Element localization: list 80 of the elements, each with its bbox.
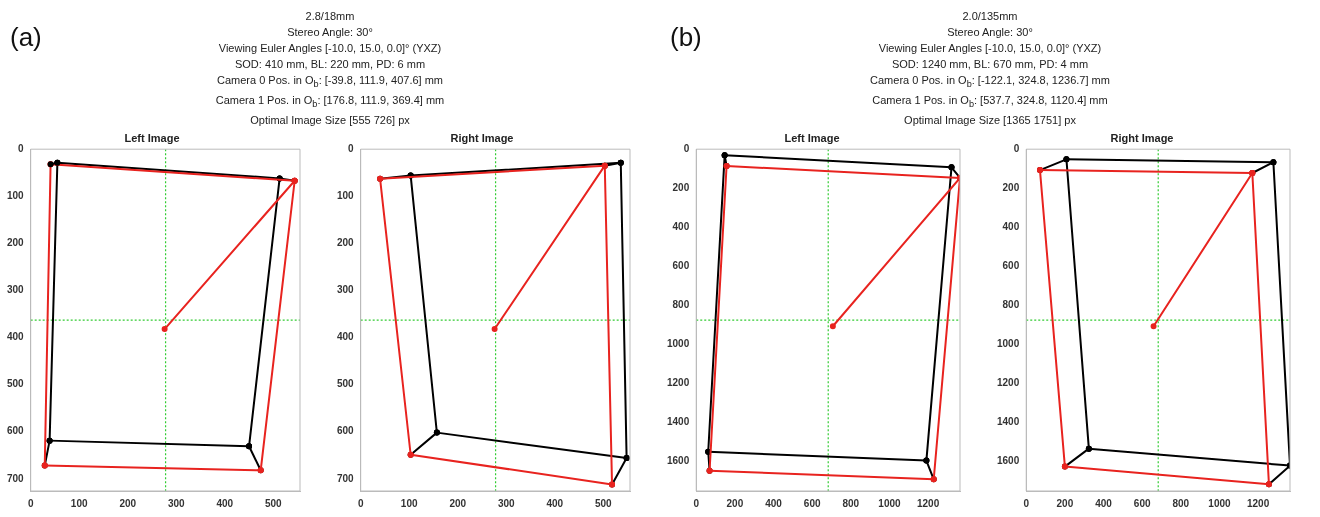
- x-tick-label: 100: [400, 497, 418, 509]
- y-tick-label: 0: [1013, 142, 1020, 154]
- y-tick-label: 600: [672, 260, 690, 272]
- text: Camera 0 Pos. in O$_{b}$: [-39.8, 111.9, 407.6] mm: [216, 73, 444, 92]
- x-tick-label: 0: [27, 497, 34, 509]
- y-tick-label: 800: [1002, 299, 1020, 311]
- x-tick-label: 300: [497, 497, 516, 509]
- text: Stereo Angle: 30°: [947, 26, 1033, 38]
- y-tick-label: 1200: [667, 377, 690, 389]
- text: 2.0/135mm: [962, 10, 1018, 22]
- y-tick-label: 100: [7, 190, 25, 202]
- x-tick-label: 200: [726, 497, 744, 509]
- y-tick-label: 1600: [997, 455, 1020, 467]
- y-tick-label: 700: [7, 472, 25, 484]
- chart-title: Left Image: [784, 131, 840, 144]
- chart-title: Right Image: [1110, 131, 1174, 144]
- text: Optimal Image Size [1365 1751] px: [903, 113, 1077, 129]
- y-tick-label: 200: [672, 181, 690, 193]
- chart-title: Right Image: [450, 131, 514, 144]
- y-tick-label: 1400: [667, 416, 690, 428]
- x-tick-label: 1200: [916, 497, 940, 509]
- x-tick-label: 400: [216, 497, 234, 509]
- y-tick-label: 1000: [667, 338, 690, 350]
- y-tick-label: 400: [7, 331, 25, 343]
- x-tick-label: 800: [1172, 497, 1190, 509]
- y-tick-label: 400: [672, 221, 690, 233]
- y-tick-label: 400: [337, 331, 355, 343]
- text: SOD: 1240 mm, BL: 670 mm, PD: 4 mm: [890, 57, 1090, 72]
- text: (a): [10, 22, 42, 53]
- y-tick-label: 800: [672, 299, 690, 311]
- x-tick-label: 1000: [878, 497, 902, 509]
- x-tick-label: 0: [1023, 497, 1030, 509]
- text: SOD: 410 mm, BL: 220 mm, PD: 6 mm: [233, 57, 427, 72]
- x-tick-label: 500: [264, 497, 283, 509]
- y-tick-label: 400: [1002, 221, 1020, 233]
- y-tick-label: 1200: [997, 377, 1020, 389]
- x-tick-label: 800: [842, 497, 860, 509]
- x-tick-label: 0: [357, 497, 364, 509]
- x-tick-label: 1200: [1246, 497, 1270, 509]
- y-tick-label: 0: [683, 142, 690, 154]
- y-tick-label: 600: [337, 425, 355, 437]
- y-tick-label: 600: [7, 425, 25, 437]
- y-tick-label: 500: [7, 378, 25, 390]
- y-tick-label: 1400: [997, 416, 1020, 428]
- y-tick-label: 300: [337, 284, 355, 296]
- x-tick-label: 500: [594, 497, 613, 509]
- x-tick-label: 200: [1056, 497, 1074, 509]
- x-tick-label: 600: [1133, 497, 1151, 509]
- text: 2.8/18mm: [305, 10, 355, 22]
- y-tick-label: 100: [337, 190, 355, 202]
- y-tick-label: 200: [1002, 181, 1020, 193]
- x-tick-label: 0: [693, 497, 700, 509]
- y-tick-label: 500: [337, 378, 355, 390]
- y-tick-label: 700: [337, 472, 355, 484]
- text: Camera 1 Pos. in O$_{b}$: [176.8, 111.9, 369.4] mm: [214, 93, 446, 112]
- text: Viewing Euler Angles [-10.0, 15.0, 0.0]° (YXZ): [218, 42, 442, 54]
- y-tick-label: 1000: [997, 338, 1020, 350]
- x-tick-label: 400: [765, 497, 783, 509]
- x-tick-label: 100: [70, 497, 88, 509]
- text: Camera 0 Pos. in O$_{b}$: [-122.1, 324.8, 1236.7] mm: [869, 73, 1111, 92]
- chart-title: Left Image: [124, 131, 180, 144]
- y-tick-label: 600: [1002, 260, 1020, 272]
- text: Optimal Image Size [555 726] px: [249, 113, 411, 129]
- text: Stereo Angle: 30°: [287, 26, 373, 38]
- x-tick-label: 200: [449, 497, 467, 509]
- y-tick-label: 200: [337, 237, 355, 249]
- y-tick-label: 200: [7, 237, 25, 249]
- text: (b): [670, 22, 702, 53]
- x-tick-label: 600: [803, 497, 821, 509]
- x-tick-label: 300: [167, 497, 186, 509]
- x-tick-label: 400: [1095, 497, 1113, 509]
- text: Viewing Euler Angles [-10.0, 15.0, 0.0]° (YXZ): [878, 42, 1102, 54]
- x-tick-label: 200: [119, 497, 137, 509]
- x-tick-label: 400: [546, 497, 564, 509]
- x-tick-label: 1000: [1208, 497, 1232, 509]
- y-tick-label: 1600: [667, 455, 690, 467]
- text: Camera 1 Pos. in O$_{b}$: [537.7, 324.8, 1120.4] mm: [871, 93, 1109, 112]
- y-tick-label: 300: [7, 284, 25, 296]
- y-tick-label: 0: [348, 142, 355, 154]
- y-tick-label: 0: [18, 142, 25, 154]
